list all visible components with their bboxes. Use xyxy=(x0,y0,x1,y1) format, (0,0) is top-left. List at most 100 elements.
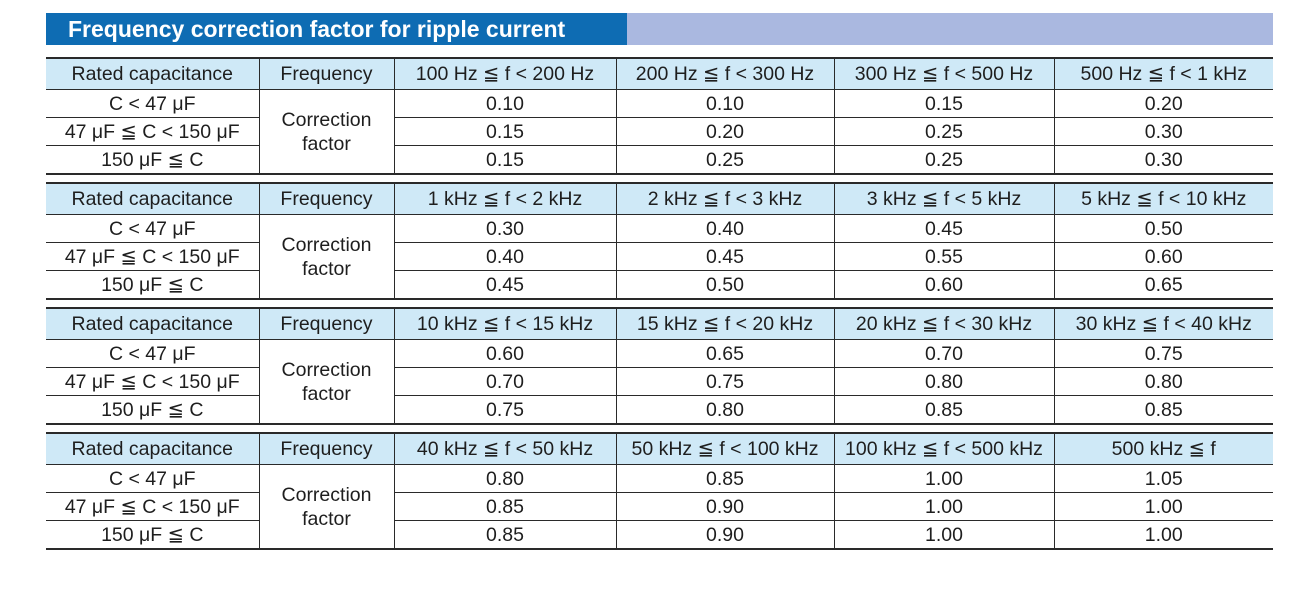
table-row: 47 μF ≦ C < 150 μF 0.85 0.90 1.00 1.00 xyxy=(46,492,1273,521)
value-cell: 0.85 xyxy=(1053,395,1273,424)
value-cell: 1.05 xyxy=(1053,464,1273,493)
page-title: Frequency correction factor for ripple c… xyxy=(46,13,627,45)
table-row: C < 47 μF Correction factor 0.60 0.65 0.… xyxy=(46,339,1273,424)
value-cell: 0.20 xyxy=(615,117,834,146)
correction-table-block: Rated capacitance Frequency 100 Hz ≦ f <… xyxy=(46,57,1273,175)
value-cell: 1.00 xyxy=(833,492,1054,521)
capacitance-cell: 150 μF ≦ C xyxy=(46,145,259,174)
table-row: 150 μF ≦ C 0.15 0.25 0.25 0.30 xyxy=(46,145,1273,174)
rated-capacitance-header: Rated capacitance xyxy=(46,182,259,215)
value-cell: 0.40 xyxy=(393,242,616,271)
table-row: C < 47 μF Correction factor 0.80 0.85 1.… xyxy=(46,464,1273,549)
frequency-range-header: 500 kHz ≦ f xyxy=(1053,432,1273,465)
header-row: Rated capacitance Frequency 10 kHz ≦ f <… xyxy=(46,307,1273,340)
correction-factor-label: Correction factor xyxy=(258,464,394,549)
frequency-header: Frequency xyxy=(258,307,394,340)
value-cell: 0.40 xyxy=(615,214,834,243)
frequency-range-header: 40 kHz ≦ f < 50 kHz xyxy=(393,432,616,465)
frequency-range-header: 200 Hz ≦ f < 300 Hz xyxy=(615,57,834,90)
capacitance-cell: C < 47 μF xyxy=(46,214,259,243)
table-row: 47 μF ≦ C < 150 μF 0.15 0.20 0.25 0.30 xyxy=(46,117,1273,146)
factor-label: factor xyxy=(302,132,351,155)
value-cell: 0.45 xyxy=(615,242,834,271)
value-cell: 0.75 xyxy=(615,367,834,396)
rated-capacitance-header: Rated capacitance xyxy=(46,307,259,340)
value-cell: 0.70 xyxy=(393,367,616,396)
frequency-range-header: 30 kHz ≦ f < 40 kHz xyxy=(1053,307,1273,340)
table-row: 47 μF ≦ C < 150 μF 0.40 0.45 0.55 0.60 xyxy=(46,242,1273,271)
value-cell: 0.65 xyxy=(615,339,834,368)
value-cell: 0.55 xyxy=(833,242,1054,271)
value-cell: 0.45 xyxy=(393,270,616,299)
value-cell: 0.15 xyxy=(833,89,1054,118)
value-cell: 0.60 xyxy=(833,270,1054,299)
correction-label: Correction xyxy=(281,358,372,381)
value-cell: 0.25 xyxy=(833,145,1054,174)
frequency-header: Frequency xyxy=(258,432,394,465)
correction-factor-label: Correction factor xyxy=(258,214,394,299)
value-cell: 1.00 xyxy=(833,464,1054,493)
value-cell: 0.85 xyxy=(393,520,616,549)
value-cell: 0.10 xyxy=(393,89,616,118)
capacitance-cell: 150 μF ≦ C xyxy=(46,520,259,549)
value-cell: 0.25 xyxy=(615,145,834,174)
value-cell: 0.80 xyxy=(833,367,1054,396)
value-cell: 0.20 xyxy=(1053,89,1273,118)
frequency-range-header: 5 kHz ≦ f < 10 kHz xyxy=(1053,182,1273,215)
factor-label: factor xyxy=(302,382,351,405)
value-cell: 0.30 xyxy=(1053,117,1273,146)
value-cell: 0.15 xyxy=(393,145,616,174)
value-cell: 0.70 xyxy=(833,339,1054,368)
frequency-range-header: 100 kHz ≦ f < 500 kHz xyxy=(833,432,1054,465)
value-cell: 0.80 xyxy=(615,395,834,424)
correction-table-block: Rated capacitance Frequency 10 kHz ≦ f <… xyxy=(46,307,1273,425)
value-cell: 0.85 xyxy=(393,492,616,521)
value-cell: 1.00 xyxy=(833,520,1054,549)
header-row: Rated capacitance Frequency 100 Hz ≦ f <… xyxy=(46,57,1273,90)
value-cell: 0.50 xyxy=(1053,214,1273,243)
value-cell: 0.30 xyxy=(1053,145,1273,174)
table-row: C < 47 μF Correction factor 0.10 0.10 0.… xyxy=(46,89,1273,174)
value-cell: 0.15 xyxy=(393,117,616,146)
value-cell: 0.85 xyxy=(833,395,1054,424)
header-row: Rated capacitance Frequency 40 kHz ≦ f <… xyxy=(46,432,1273,465)
value-cell: 0.45 xyxy=(833,214,1054,243)
capacitance-cell: C < 47 μF xyxy=(46,464,259,493)
correction-table-block: Rated capacitance Frequency 40 kHz ≦ f <… xyxy=(46,432,1273,550)
factor-label: factor xyxy=(302,507,351,530)
capacitance-cell: 47 μF ≦ C < 150 μF xyxy=(46,492,259,521)
correction-factor-tables: Rated capacitance Frequency 100 Hz ≦ f <… xyxy=(46,57,1273,557)
value-cell: 0.50 xyxy=(615,270,834,299)
factor-label: factor xyxy=(302,257,351,280)
correction-label: Correction xyxy=(281,108,372,131)
value-cell: 0.80 xyxy=(1053,367,1273,396)
header-row: Rated capacitance Frequency 1 kHz ≦ f < … xyxy=(46,182,1273,215)
correction-factor-label: Correction factor xyxy=(258,89,394,174)
value-cell: 0.85 xyxy=(615,464,834,493)
correction-table-block: Rated capacitance Frequency 1 kHz ≦ f < … xyxy=(46,182,1273,300)
value-cell: 0.75 xyxy=(1053,339,1273,368)
value-cell: 0.25 xyxy=(833,117,1054,146)
rated-capacitance-header: Rated capacitance xyxy=(46,432,259,465)
capacitance-cell: C < 47 μF xyxy=(46,89,259,118)
value-cell: 0.60 xyxy=(393,339,616,368)
rated-capacitance-header: Rated capacitance xyxy=(46,57,259,90)
frequency-header: Frequency xyxy=(258,57,394,90)
frequency-range-header: 2 kHz ≦ f < 3 kHz xyxy=(615,182,834,215)
frequency-range-header: 1 kHz ≦ f < 2 kHz xyxy=(393,182,616,215)
correction-label: Correction xyxy=(281,233,372,256)
value-cell: 0.65 xyxy=(1053,270,1273,299)
value-cell: 0.75 xyxy=(393,395,616,424)
value-cell: 1.00 xyxy=(1053,492,1273,521)
value-cell: 0.10 xyxy=(615,89,834,118)
correction-factor-label: Correction factor xyxy=(258,339,394,424)
capacitance-cell: 150 μF ≦ C xyxy=(46,395,259,424)
frequency-range-header: 300 Hz ≦ f < 500 Hz xyxy=(833,57,1054,90)
title-bar: Frequency correction factor for ripple c… xyxy=(46,13,1273,45)
frequency-range-header: 3 kHz ≦ f < 5 kHz xyxy=(833,182,1054,215)
table-row: 150 μF ≦ C 0.85 0.90 1.00 1.00 xyxy=(46,520,1273,549)
table-row: 150 μF ≦ C 0.45 0.50 0.60 0.65 xyxy=(46,270,1273,299)
capacitance-cell: 150 μF ≦ C xyxy=(46,270,259,299)
value-cell: 0.30 xyxy=(393,214,616,243)
capacitance-cell: C < 47 μF xyxy=(46,339,259,368)
